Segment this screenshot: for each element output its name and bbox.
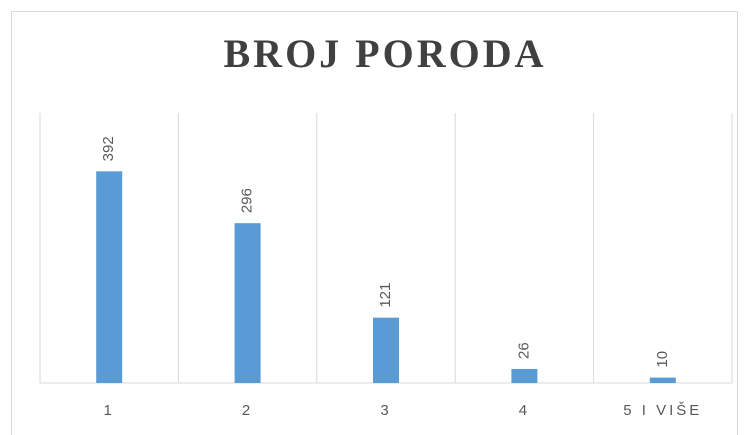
bar bbox=[373, 317, 399, 383]
chart-title: BROJ PORODA bbox=[224, 31, 547, 76]
data-label: 392 bbox=[100, 136, 117, 161]
data-label: 10 bbox=[654, 351, 671, 368]
bar bbox=[234, 223, 261, 383]
x-tick-label: 3 bbox=[380, 402, 391, 419]
data-label: 26 bbox=[515, 342, 532, 359]
data-label: 121 bbox=[377, 283, 394, 308]
bar bbox=[511, 368, 538, 383]
bar bbox=[96, 171, 123, 383]
x-tick-label: 4 bbox=[519, 402, 530, 419]
bar bbox=[649, 377, 676, 383]
x-tick-label: 5 I VIŠE bbox=[623, 402, 702, 419]
x-tick-label: 2 bbox=[242, 402, 253, 419]
x-tick-label: 1 bbox=[104, 402, 115, 419]
data-label: 296 bbox=[239, 188, 256, 213]
